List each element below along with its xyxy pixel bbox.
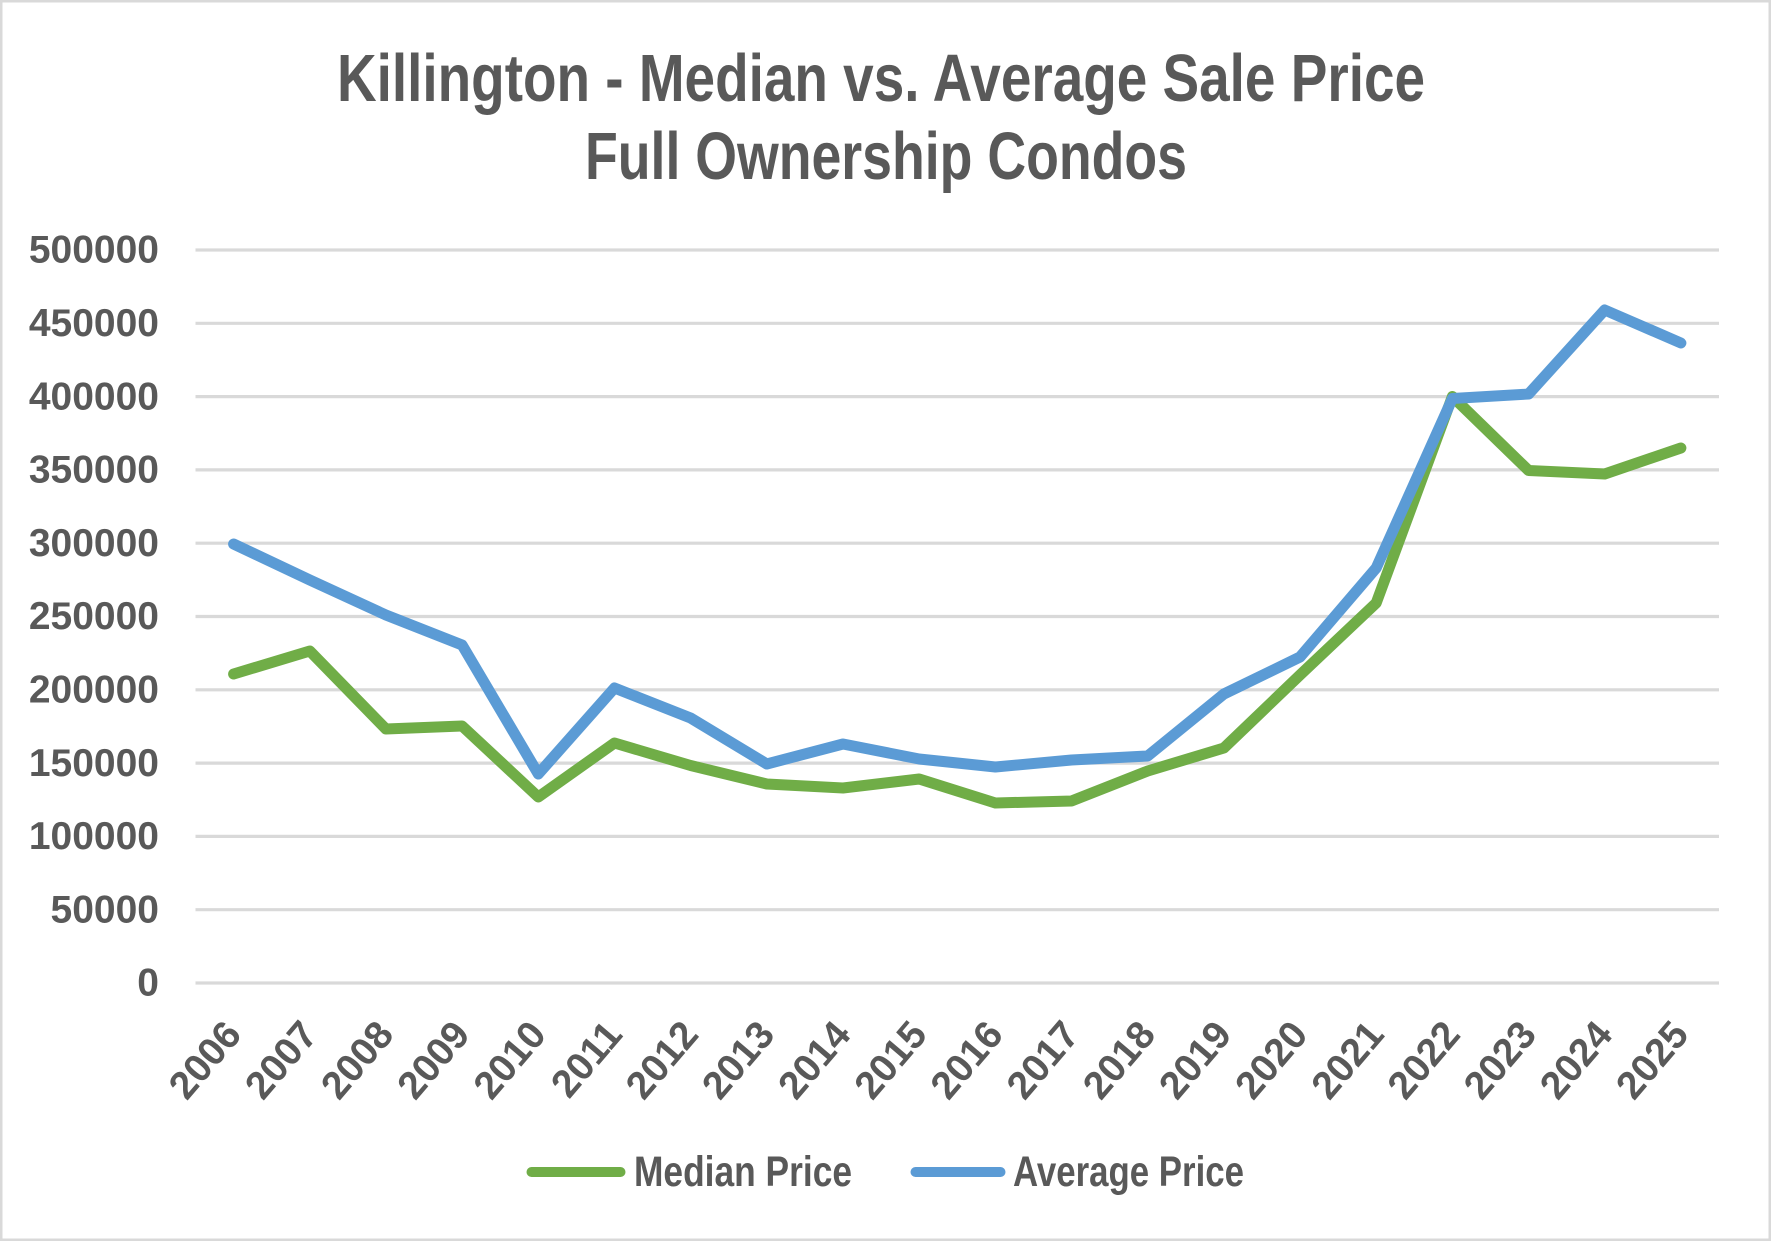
svg-text:350000: 350000 bbox=[29, 449, 159, 492]
svg-text:400000: 400000 bbox=[29, 375, 159, 418]
svg-text:100000: 100000 bbox=[29, 815, 159, 858]
svg-text:500000: 500000 bbox=[29, 229, 159, 272]
svg-text:150000: 150000 bbox=[29, 742, 159, 785]
svg-text:0: 0 bbox=[137, 962, 159, 1005]
svg-text:Average Price: Average Price bbox=[1013, 1148, 1244, 1196]
svg-text:Full Ownership Condos: Full Ownership Condos bbox=[585, 119, 1187, 194]
svg-text:Median Price: Median Price bbox=[634, 1148, 852, 1196]
svg-text:50000: 50000 bbox=[51, 888, 159, 931]
svg-text:200000: 200000 bbox=[29, 669, 159, 712]
svg-text:300000: 300000 bbox=[29, 522, 159, 565]
svg-text:Killington - Median vs. Averag: Killington - Median vs. Average Sale Pri… bbox=[337, 41, 1425, 116]
svg-text:250000: 250000 bbox=[29, 595, 159, 638]
svg-text:450000: 450000 bbox=[29, 302, 159, 345]
